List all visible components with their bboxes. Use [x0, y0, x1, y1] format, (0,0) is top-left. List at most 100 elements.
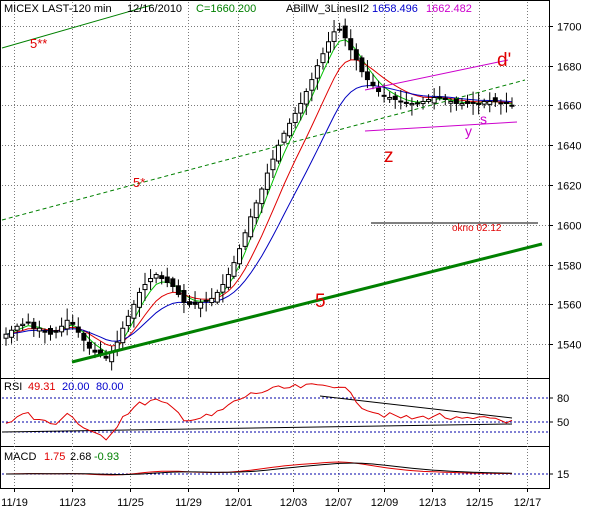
candle-body: [209, 297, 215, 304]
x-tick-label: 11/29: [175, 497, 202, 509]
macd-signal-line: [6, 462, 513, 476]
candle-body: [292, 112, 298, 124]
candle-body: [414, 102, 420, 105]
x-tick-label: 11/19: [1, 497, 28, 509]
candle-body: [392, 95, 398, 100]
candle-body: [53, 330, 59, 333]
candle-body: [387, 96, 393, 100]
x-tick-label: 12/09: [371, 497, 399, 509]
candle-body: [492, 97, 498, 102]
candle-body: [125, 315, 131, 327]
candle-body: [420, 100, 426, 105]
candle-body: [248, 216, 254, 238]
x-tick-label: 12/13: [419, 497, 447, 509]
rsi-header: RSI 49.31 20.00 80.00: [4, 381, 124, 393]
x-tick-label: 12/07: [325, 497, 353, 509]
candle-body: [465, 101, 471, 104]
candle-body: [409, 102, 415, 106]
macd-label: MACD: [4, 451, 36, 463]
candle-body: [381, 94, 387, 97]
macd-tick-label: 15: [557, 469, 569, 481]
candlesticks: [3, 18, 515, 371]
candle-body: [86, 341, 92, 349]
x-tick-label: 11/25: [117, 497, 144, 509]
y-axis: 1540 1560 1580 1600 1620 1640 1660 1680 1700 80 50…: [549, 22, 581, 481]
candle-body: [3, 333, 9, 339]
rsi-lines: [1, 383, 549, 441]
x-tick-label: 12/03: [280, 497, 308, 509]
candle-body: [342, 25, 348, 39]
annotations: 5** 5* 5 z d' y s okno 02.12: [30, 36, 511, 312]
candle-body: [314, 65, 320, 79]
y-tick-label: 1680: [557, 62, 581, 74]
candle-body: [326, 41, 332, 53]
candle-body: [136, 291, 142, 308]
label-5-star: 5*: [133, 175, 145, 190]
candle-body: [159, 275, 165, 280]
candle-body: [192, 301, 198, 305]
candle-body: [59, 325, 65, 333]
y-tick-label: 1640: [557, 141, 581, 153]
x-tick-label: 12/15: [466, 497, 494, 509]
candle-body: [175, 285, 181, 295]
candle-body: [264, 172, 270, 190]
candle-body: [31, 321, 37, 329]
candle-body: [470, 101, 476, 104]
candle-body: [120, 327, 126, 344]
rsi-trendline-lower: [1, 423, 513, 433]
x-tick-label: 12/01: [225, 497, 253, 509]
candle-body: [331, 31, 337, 42]
label-okno: okno 02.12: [452, 223, 502, 234]
candle-body: [164, 276, 170, 284]
candle-body: [186, 301, 192, 305]
x-tick-label: 12/17: [514, 497, 542, 509]
label-y: y: [465, 123, 472, 139]
trendline-5-star-dashed: [1, 79, 526, 221]
candle-body: [442, 97, 448, 100]
candle-body: [476, 102, 482, 105]
candle-body: [353, 49, 359, 61]
candle-body: [214, 291, 220, 303]
channel-lower-line: [364, 121, 518, 132]
candle-body: [42, 330, 48, 333]
candle-body: [220, 283, 226, 293]
macd-header: MACD 1.75 2.68 -0.93: [4, 451, 119, 463]
candle-body: [198, 301, 204, 309]
label-s: s: [480, 111, 487, 127]
rsi-high: 80.00: [96, 381, 124, 393]
candle-body: [170, 278, 176, 287]
price-header: MICEX LAST-120 min 12/16/2010 C=1660.200…: [4, 3, 472, 15]
candle-body: [298, 102, 304, 114]
label-5-double-star: 5**: [30, 36, 47, 51]
candle-body: [503, 102, 509, 105]
candle-body: [153, 274, 159, 279]
candle-body: [270, 158, 276, 171]
rsi-trendline-upper: [319, 395, 513, 419]
candle-body: [426, 98, 432, 102]
y-tick-label: 1620: [557, 181, 581, 193]
candle-body: [103, 355, 109, 359]
candle-body: [403, 101, 409, 104]
candle-body: [376, 87, 382, 93]
y-tick-label: 1700: [557, 22, 581, 34]
label-d-prime: d': [497, 50, 511, 71]
candle-body: [36, 327, 42, 332]
y-tick-label: 1600: [557, 221, 581, 233]
candle-body: [398, 100, 404, 103]
rsi-tick-label: 50: [557, 417, 569, 429]
candle-body: [287, 122, 293, 137]
header-close: C=1660.200: [196, 3, 256, 15]
rsi-tick-label: 80: [557, 393, 569, 405]
label-5: 5: [315, 291, 326, 312]
macd-v3: -0.93: [94, 451, 119, 463]
candle-body: [481, 100, 487, 105]
candle-body: [20, 323, 26, 327]
grid: [2, 2, 549, 488]
candle-body: [225, 274, 231, 288]
label-z: z: [384, 146, 394, 167]
ma-mid-line: [5, 59, 513, 347]
candle-body: [259, 188, 265, 205]
header-val1: 1658.496: [372, 3, 418, 15]
ma-slow-line: [5, 85, 513, 342]
